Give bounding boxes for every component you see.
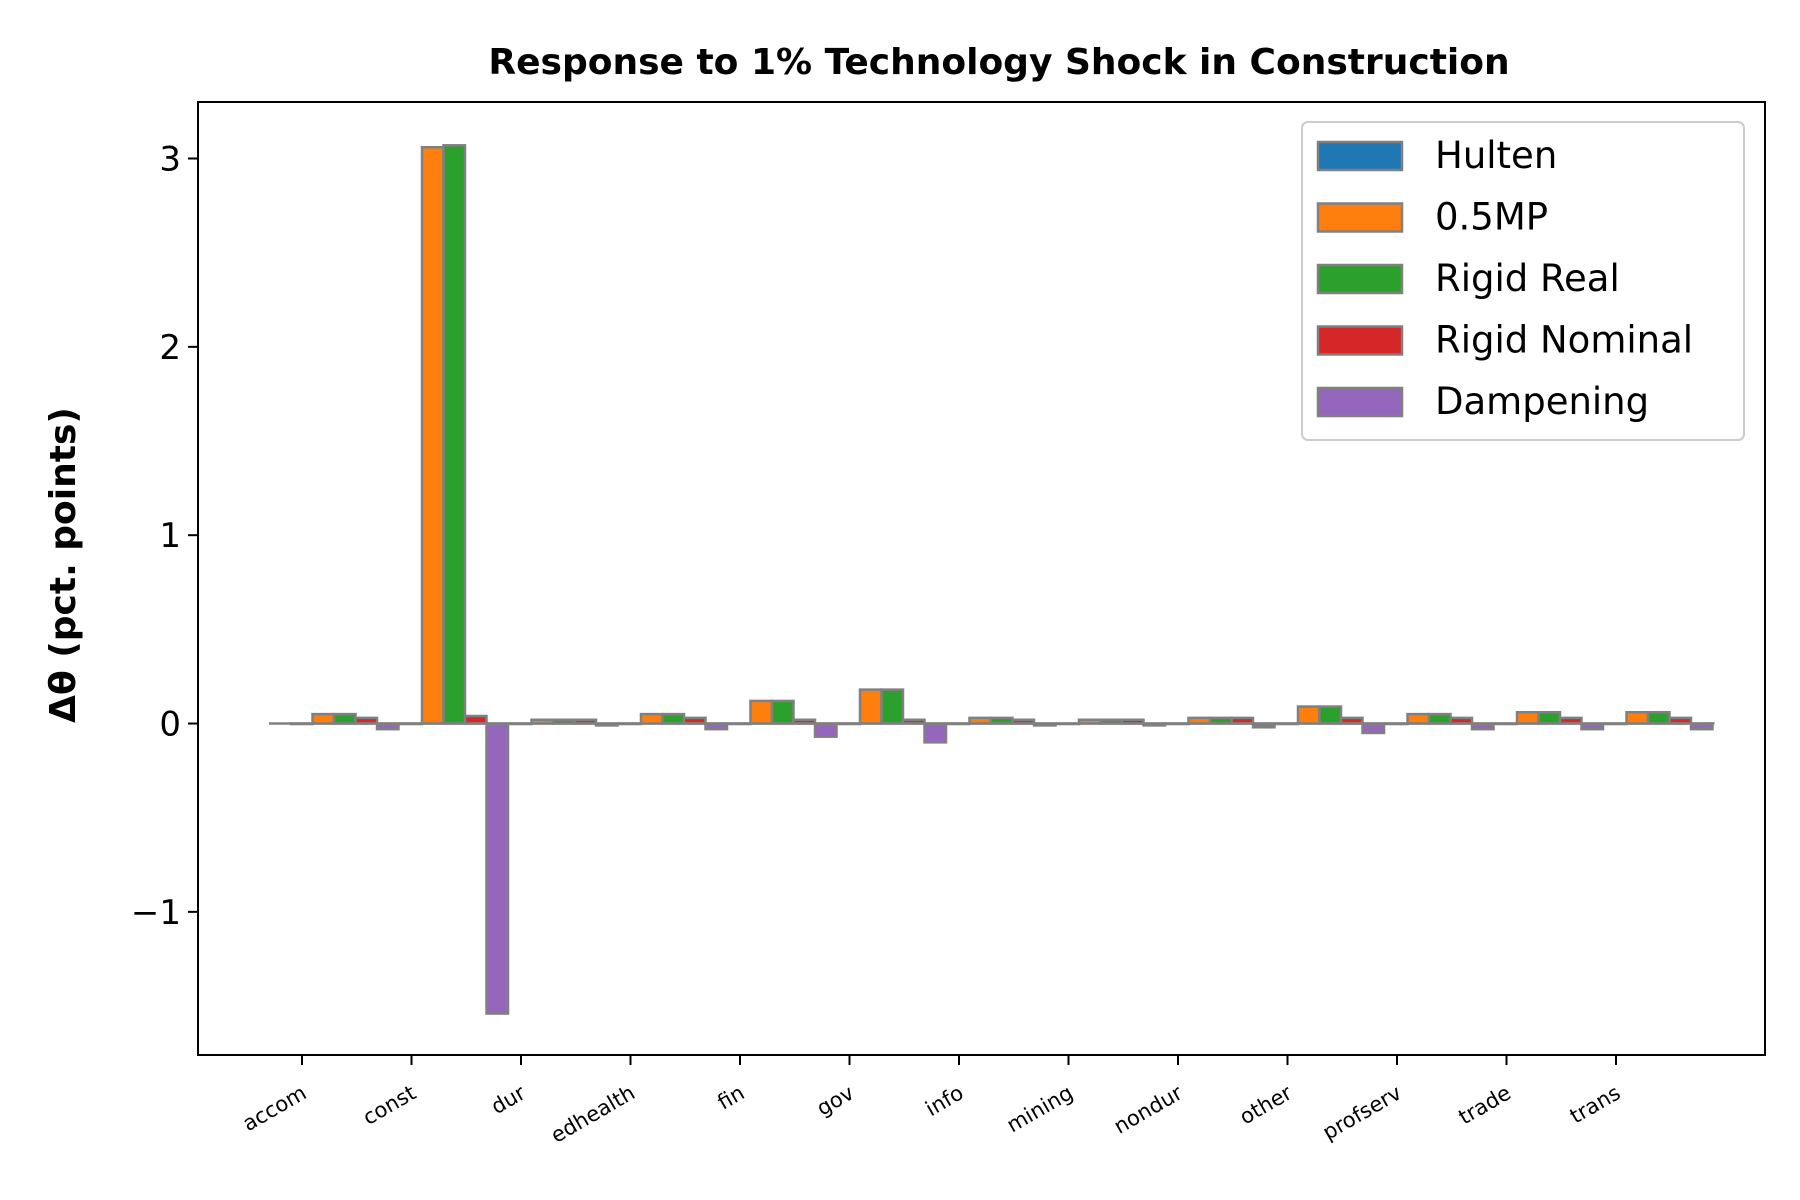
bar-accom-0-5mp (311, 712, 336, 725)
bar-other-rigid-real (1318, 705, 1343, 725)
bar-const-rigid-real (442, 144, 467, 725)
y-tick-label: 1 (159, 516, 181, 556)
bar-gov-0-5mp (858, 688, 883, 725)
legend-swatch-0-5mp (1316, 202, 1404, 233)
legend-label-0-5mp: 0.5MP (1435, 196, 1548, 239)
bar-trade-0-5mp (1515, 710, 1540, 725)
y-tick-label: 3 (159, 140, 181, 180)
y-axis-label: Δθ (pct. points) (43, 407, 84, 723)
bar-fin-0-5mp (749, 699, 774, 725)
y-tick-label: 2 (159, 328, 181, 368)
bar-const-0-5mp (420, 145, 445, 725)
bar-trans-0-5mp (1625, 710, 1650, 725)
y-tick-label: −1 (131, 893, 181, 933)
bar-gov-rigid-real (880, 688, 905, 725)
bar-trans-rigid-real (1646, 710, 1671, 725)
bar-const-dampening (485, 722, 510, 1015)
bar-fin-rigid-real (770, 699, 795, 725)
bars (289, 144, 1714, 1015)
bar-profserv-rigid-real (1427, 712, 1452, 725)
legend: Hulten 0.5MP Rigid Real Rigid Nominal Dampen… (1301, 121, 1745, 441)
bar-other-0-5mp (1296, 705, 1321, 725)
bar-trade-rigid-real (1537, 710, 1562, 725)
chart-title: Response to 1% Technology Shock in Const… (488, 42, 1509, 83)
bar-profserv-0-5mp (1406, 712, 1431, 725)
bar-accom-rigid-real (332, 712, 357, 725)
legend-swatch-rigid-real (1316, 263, 1404, 295)
legend-label-rigid-real: Rigid Real (1435, 257, 1620, 300)
legend-swatch-hulten (1316, 140, 1404, 172)
y-tick-label: 0 (159, 705, 181, 745)
bar-edhealth-rigid-real (661, 712, 686, 725)
legend-label-rigid-nominal: Rigid Nominal (1435, 319, 1693, 362)
legend-swatch-rigid-nominal (1316, 325, 1404, 356)
legend-label-hulten: Hulten (1435, 134, 1557, 177)
legend-swatch-dampening (1316, 386, 1404, 418)
legend-label-dampening: Dampening (1435, 380, 1649, 423)
plot-frame (197, 101, 1766, 1056)
bar-edhealth-0-5mp (639, 712, 664, 725)
bar-other-dampening (1361, 722, 1386, 735)
y-axis: −1 0 1 2 3 (131, 140, 198, 933)
bar-fin-dampening (813, 722, 838, 738)
bar-gov-dampening (923, 722, 948, 744)
legend-box (1301, 121, 1745, 441)
